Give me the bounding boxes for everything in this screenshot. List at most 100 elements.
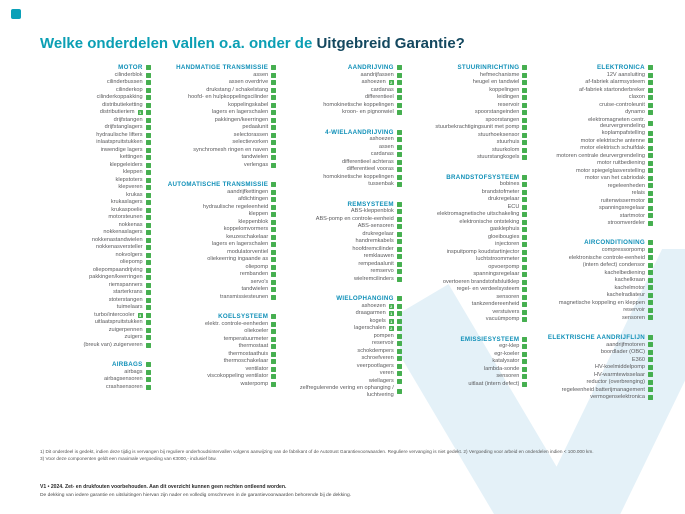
covered-check-icon: [647, 255, 653, 261]
section-header-row: AIRBAGS: [40, 361, 151, 369]
part-row: af-fabriek alarmsysteem: [542, 79, 653, 87]
covered-check-icon: [396, 174, 402, 180]
covered-check-icon: [522, 65, 528, 71]
part-row: veerpootlagers: [291, 363, 402, 371]
covered-check-icon: [396, 231, 402, 237]
covered-check-icon: [145, 185, 151, 191]
part-row: veren: [291, 370, 402, 378]
covered-check-icon: [145, 87, 151, 93]
part-label: kleppen: [122, 169, 143, 176]
part-row: thermostaathuis: [166, 351, 277, 359]
part-label: remservo: [370, 268, 394, 275]
part-row: klepstoters: [40, 177, 151, 185]
parts-section-motor: MOTOR cilinderblok cilinderbussen cilinderk…: [40, 64, 151, 349]
part-label: homokinetische koppelingen: [323, 173, 394, 180]
part-label: selectorassen: [233, 131, 269, 138]
covered-check-icon: [396, 348, 402, 354]
covered-check-icon: [145, 297, 151, 303]
covered-check-icon: [647, 270, 653, 276]
part-label: cilinderkop: [115, 86, 143, 93]
part-label: drukregelaar: [362, 230, 394, 237]
covered-check-icon: [647, 110, 653, 116]
part-label: riemspanners: [108, 281, 143, 288]
part-row: kachelbediening: [542, 269, 653, 277]
part-row: crashsensoren: [40, 384, 151, 392]
part-row: ashoezen 2: [291, 79, 402, 87]
part-row: homokinetische koppelingen: [291, 174, 402, 182]
part-row: draagarmen 1: [291, 310, 402, 318]
part-label: overtoeren brandstofafsluitklep: [442, 278, 520, 285]
part-row: kachelradiateur: [542, 292, 653, 300]
part-row: oliekeerring ingaande as: [166, 256, 277, 264]
covered-check-icon: [145, 362, 151, 368]
part-row: turbo/intercooler 3: [40, 312, 151, 320]
covered-check-icon: [647, 65, 653, 71]
part-row: remservo: [291, 268, 402, 276]
part-row: dynamo: [542, 109, 653, 117]
covered-check-icon: [647, 285, 653, 291]
covered-check-icon: [647, 72, 653, 78]
covered-check-icon: [522, 249, 528, 255]
part-label: 12V aansluiting: [606, 71, 645, 78]
part-label: veren: [379, 370, 394, 377]
part-row: opvoerpomp: [417, 264, 528, 272]
covered-check-icon: [396, 371, 402, 377]
part-row: differentieel achteras: [291, 159, 402, 167]
part-label: motor elektrische antenne: [580, 137, 645, 144]
part-row: regeleenheid batterijmanagement: [542, 386, 653, 394]
part-label: rembanden: [239, 271, 269, 278]
part-label: stoterstangen: [108, 296, 143, 303]
part-row: wiellagers: [291, 378, 402, 386]
part-label: pedaalunit: [242, 124, 269, 131]
covered-check-icon: [145, 282, 151, 288]
part-label: bobines: [499, 181, 520, 188]
part-label: tandwielen: [241, 286, 269, 293]
page-title: Welke onderdelen vallen o.a. onder de Ui…: [40, 35, 465, 52]
part-label: oliepomp: [119, 259, 143, 266]
part-row: cardanas: [291, 151, 402, 159]
covered-check-icon: [522, 117, 528, 123]
part-row: spanningsregelaar: [417, 271, 528, 279]
covered-check-icon: [396, 87, 402, 93]
covered-check-icon: [647, 213, 653, 219]
part-row: ruitenwissermotor: [542, 197, 653, 205]
part-row: sensoren: [417, 373, 528, 381]
footnote-badge: 3: [137, 312, 143, 318]
part-label: HV-koelmiddelpomp: [594, 364, 645, 371]
covered-check-icon: [396, 182, 402, 188]
covered-check-icon: [396, 65, 402, 71]
part-row: koppelingskabel: [166, 102, 277, 110]
part-label: gasklephuis: [489, 226, 520, 233]
covered-check-icon: [522, 317, 528, 323]
covered-check-icon: [271, 272, 277, 278]
covered-check-icon: [522, 351, 528, 357]
part-label: klepstoters: [115, 176, 143, 183]
part-label: kleppen: [248, 211, 269, 218]
part-label: ECU: [507, 203, 520, 210]
part-row: kleppen: [40, 169, 151, 177]
part-label: tandwielen: [241, 154, 269, 161]
covered-check-icon: [145, 140, 151, 146]
part-label: dynamo: [625, 109, 645, 116]
covered-check-icon: [647, 342, 653, 348]
part-row: oliepomp: [166, 264, 277, 272]
part-row: claxon: [542, 94, 653, 102]
part-row: koppelingen: [417, 87, 528, 95]
section-header-row: STUURINRICHTING: [417, 64, 528, 72]
part-row: ashoezen 2: [291, 303, 402, 311]
part-label: transmissiesteunen: [219, 293, 269, 300]
covered-check-icon: [396, 144, 402, 150]
part-label: klepveren: [118, 184, 143, 191]
part-label: motoren centrale deurvergrendeling: [556, 152, 645, 159]
part-label: remklauwen: [363, 253, 394, 260]
part-row: temperatuurmeter: [166, 336, 277, 344]
part-row: tankzendereenheid: [417, 301, 528, 309]
covered-check-icon: [522, 87, 528, 93]
part-label: uitlaatspruitstukken: [94, 319, 143, 326]
covered-check-icon: [145, 117, 151, 123]
covered-check-icon: [145, 155, 151, 161]
part-label: elektronische ontsteking: [459, 218, 520, 225]
part-row: klepgeleiders: [40, 162, 151, 170]
part-label: airbagsensoren: [104, 376, 143, 383]
part-label: crashsensoren: [105, 383, 143, 390]
